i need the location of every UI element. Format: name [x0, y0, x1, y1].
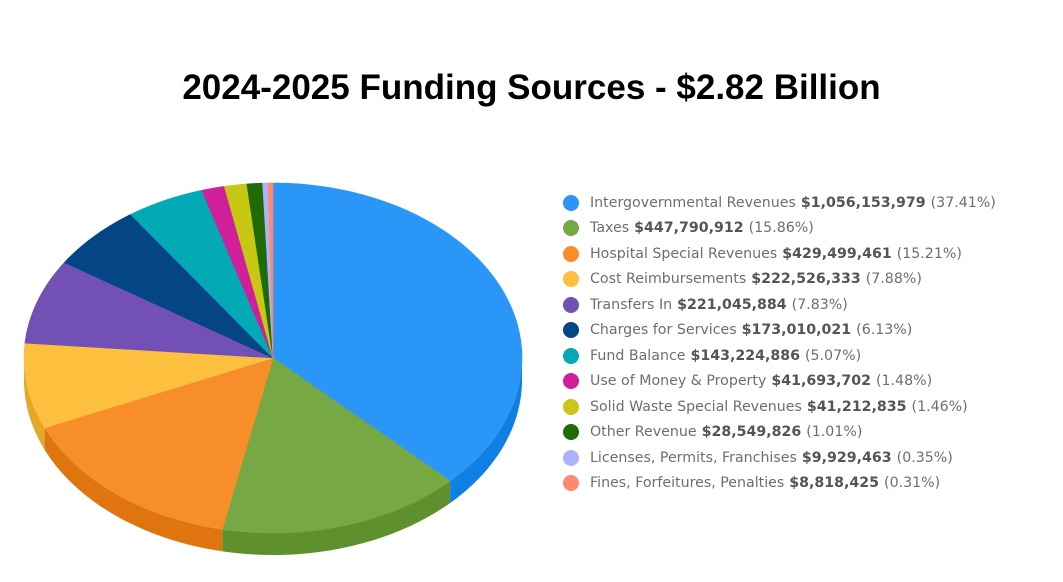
legend-dot-icon	[563, 424, 579, 441]
legend-label: Fines, Forfeitures, Penalties	[590, 475, 785, 492]
legend-label: Charges for Services	[590, 322, 737, 339]
legend-label: Use of Money & Property	[590, 373, 767, 390]
chart-title: 2024-2025 Funding Sources - $2.82 Billio…	[182, 68, 881, 107]
legend-dot-icon	[563, 475, 579, 492]
legend-percent: (15.86%)	[748, 220, 814, 237]
legend-label: Transfers In	[590, 296, 673, 313]
legend-amount: $28,549,826	[701, 424, 802, 441]
pie-side-4	[24, 358, 45, 450]
legend-label: Licenses, Permits, Franchises	[590, 449, 797, 466]
pie-slice-hospital-special-revenues[interactable]	[44, 357, 274, 530]
pie-slice-charges-for-services[interactable]	[63, 214, 274, 359]
legend-amount: $222,526,333	[751, 271, 861, 288]
legend-dot-icon	[563, 373, 579, 390]
legend-amount: $221,045,884	[677, 296, 787, 313]
legend-item: Hospital Special Revenues $429,499,461 (15…	[563, 241, 996, 267]
legend-percent: (1.46%)	[911, 398, 968, 415]
legend-percent: (37.41%)	[930, 194, 996, 211]
legend-amount: $8,818,425	[789, 475, 880, 492]
legend-item: Other Revenue $28,549,826 (1.01%)	[563, 420, 996, 446]
legend-percent: (15.21%)	[896, 245, 962, 262]
legend-percent: (6.13%)	[856, 322, 913, 339]
legend-item: Charges for Services $173,010,021 (6.13%)	[563, 318, 996, 344]
legend-dot-icon	[563, 194, 579, 211]
legend-percent: (0.31%)	[884, 475, 941, 492]
legend-dot-icon	[563, 347, 579, 364]
chart-legend: Intergovernmental Revenues $1,056,153,979…	[563, 190, 996, 496]
legend-percent: (7.88%)	[865, 271, 922, 288]
legend-amount: $447,790,912	[634, 220, 744, 237]
legend-dot-icon	[563, 220, 579, 237]
legend-item: Licenses, Permits, Franchises $9,929,463(…	[563, 445, 996, 471]
pie-slice-fund-balance[interactable]	[130, 189, 274, 359]
legend-percent: (0.35%)	[896, 449, 953, 466]
legend-dot-icon	[563, 245, 579, 262]
legend-percent: (5.07%)	[804, 347, 862, 364]
legend-label: Cost Reimbursements	[590, 271, 747, 288]
legend-item: Solid Waste Special Revenues $41,212,835(…	[563, 394, 996, 420]
legend-label: Fund Balance	[590, 347, 686, 364]
legend-amount: $9,929,463	[801, 449, 892, 466]
legend-item: Use of Money & Property $41,693,702 (1.48%…	[563, 369, 996, 395]
legend-percent: (1.01%)	[806, 424, 863, 441]
legend-label: Other Revenue	[590, 424, 697, 441]
pie-slice-intergovernmental-revenues[interactable]	[272, 182, 523, 482]
legend-amount: $173,010,021	[741, 322, 852, 339]
legend-item: Fines, Forfeitures, Penalties $8,818,425(…	[563, 471, 996, 497]
legend-amount: $41,693,702	[771, 373, 871, 390]
legend-percent: (7.83%)	[791, 296, 848, 313]
legend-label: Solid Waste Special Revenues	[590, 398, 802, 415]
legend-label: Intergovernmental Revenues	[590, 194, 796, 211]
pie-slices	[23, 182, 523, 534]
legend-dot-icon	[563, 398, 579, 415]
legend-dot-icon	[563, 271, 579, 288]
legend-item: Fund Balance $143,224,886 (5.07%)	[563, 343, 996, 369]
legend-item: Intergovernmental Revenues $1,056,153,979…	[563, 190, 996, 216]
pie-chart	[23, 182, 523, 555]
legend-label: Hospital Special Revenues	[590, 245, 778, 262]
pie-slice-taxes[interactable]	[221, 357, 451, 534]
legend-amount: $41,212,835	[806, 398, 907, 415]
legend-dot-icon	[563, 449, 579, 466]
legend-item: Transfers In $221,045,884 (7.83%)	[563, 292, 996, 318]
legend-amount: $429,499,461	[782, 245, 892, 262]
pie-slice-cost-reimbursements[interactable]	[23, 342, 274, 429]
legend-dot-icon	[563, 296, 579, 313]
pie-side-3	[44, 427, 223, 552]
legend-percent: (1.48%)	[875, 373, 933, 390]
legend-amount: $1,056,153,979	[800, 194, 926, 211]
pie-side-2	[222, 481, 451, 555]
pie-slice-transfers-in[interactable]	[24, 262, 274, 359]
legend-amount: $143,224,886	[690, 347, 800, 364]
legend-dot-icon	[563, 322, 579, 339]
legend-item: Cost Reimbursements $222,526,333 (7.88%)	[563, 267, 996, 293]
legend-item: Taxes $447,790,912 (15.86%)	[563, 216, 996, 242]
pie-slice-fines-forfeitures-penalties[interactable]	[267, 182, 274, 359]
legend-label: Taxes	[590, 220, 630, 237]
